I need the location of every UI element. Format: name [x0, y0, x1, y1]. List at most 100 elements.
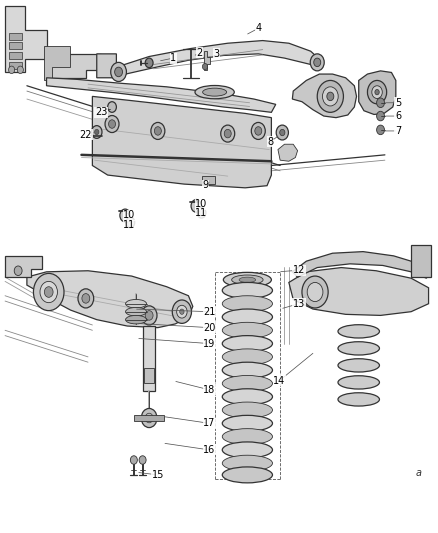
Ellipse shape — [222, 429, 272, 445]
Text: 19: 19 — [203, 338, 215, 349]
Circle shape — [327, 92, 334, 101]
Polygon shape — [27, 271, 193, 328]
Circle shape — [377, 125, 385, 135]
Circle shape — [310, 54, 324, 71]
Ellipse shape — [222, 402, 272, 418]
Ellipse shape — [239, 277, 256, 282]
Circle shape — [78, 289, 94, 308]
Text: 22: 22 — [80, 130, 92, 140]
Circle shape — [108, 102, 117, 112]
Ellipse shape — [222, 442, 272, 458]
Circle shape — [145, 58, 153, 68]
Ellipse shape — [126, 308, 147, 316]
Circle shape — [377, 111, 385, 121]
Ellipse shape — [223, 272, 272, 287]
Polygon shape — [5, 6, 46, 72]
Polygon shape — [411, 245, 431, 277]
Ellipse shape — [222, 389, 272, 405]
Polygon shape — [5, 256, 42, 277]
Polygon shape — [117, 41, 319, 76]
Text: 5: 5 — [395, 98, 401, 108]
Circle shape — [372, 86, 382, 99]
Text: 16: 16 — [203, 445, 215, 455]
Circle shape — [17, 66, 23, 74]
Polygon shape — [143, 326, 155, 391]
Polygon shape — [292, 252, 431, 278]
Circle shape — [141, 306, 157, 325]
Text: 3: 3 — [214, 49, 220, 59]
Circle shape — [82, 294, 90, 303]
Circle shape — [224, 130, 231, 138]
Circle shape — [92, 126, 102, 139]
Ellipse shape — [126, 300, 147, 308]
Polygon shape — [9, 33, 21, 40]
Circle shape — [109, 120, 116, 128]
Circle shape — [141, 408, 157, 427]
Circle shape — [139, 456, 146, 464]
Polygon shape — [9, 42, 21, 49]
Circle shape — [9, 66, 14, 74]
Circle shape — [44, 287, 53, 297]
Ellipse shape — [338, 393, 379, 406]
Ellipse shape — [222, 375, 272, 391]
Text: 15: 15 — [152, 470, 164, 480]
Ellipse shape — [338, 325, 379, 338]
Circle shape — [126, 217, 135, 228]
Circle shape — [202, 63, 208, 70]
Circle shape — [40, 281, 57, 303]
Text: 14: 14 — [273, 376, 286, 386]
Circle shape — [317, 80, 343, 112]
Polygon shape — [292, 74, 357, 118]
Circle shape — [197, 207, 206, 218]
Text: a: a — [416, 468, 422, 478]
Circle shape — [255, 127, 262, 135]
Circle shape — [280, 130, 285, 136]
Text: 9: 9 — [203, 180, 209, 190]
Ellipse shape — [338, 359, 379, 372]
Polygon shape — [97, 54, 123, 78]
Circle shape — [154, 127, 161, 135]
Ellipse shape — [232, 275, 263, 285]
Text: 8: 8 — [268, 136, 274, 147]
Circle shape — [367, 80, 387, 104]
Polygon shape — [144, 368, 154, 383]
Ellipse shape — [222, 349, 272, 365]
Ellipse shape — [222, 467, 272, 483]
Ellipse shape — [126, 316, 147, 324]
Circle shape — [33, 273, 64, 311]
Text: 13: 13 — [293, 298, 305, 309]
Circle shape — [307, 282, 323, 302]
Text: 23: 23 — [95, 107, 107, 117]
Polygon shape — [44, 46, 70, 80]
Text: 20: 20 — [203, 322, 215, 333]
Polygon shape — [46, 78, 276, 112]
Circle shape — [105, 116, 119, 133]
Circle shape — [375, 90, 379, 95]
Circle shape — [95, 130, 99, 135]
Polygon shape — [9, 52, 21, 59]
Circle shape — [251, 123, 265, 140]
Circle shape — [314, 58, 321, 67]
Polygon shape — [9, 62, 21, 69]
Ellipse shape — [222, 336, 272, 352]
Text: 12: 12 — [293, 265, 305, 275]
Text: 11: 11 — [195, 208, 208, 219]
Text: 17: 17 — [203, 418, 215, 429]
Polygon shape — [92, 96, 272, 188]
Polygon shape — [201, 176, 215, 184]
Circle shape — [276, 125, 288, 140]
Circle shape — [191, 199, 201, 212]
Circle shape — [120, 209, 131, 222]
Text: 21: 21 — [203, 306, 215, 317]
Circle shape — [115, 67, 123, 77]
Text: 1: 1 — [170, 53, 176, 63]
Circle shape — [377, 98, 385, 108]
Circle shape — [180, 309, 184, 314]
Polygon shape — [204, 51, 210, 70]
Circle shape — [14, 266, 22, 276]
Ellipse shape — [222, 322, 272, 338]
Ellipse shape — [222, 296, 272, 312]
Circle shape — [151, 123, 165, 140]
Text: 4: 4 — [255, 23, 261, 34]
Circle shape — [322, 87, 338, 106]
